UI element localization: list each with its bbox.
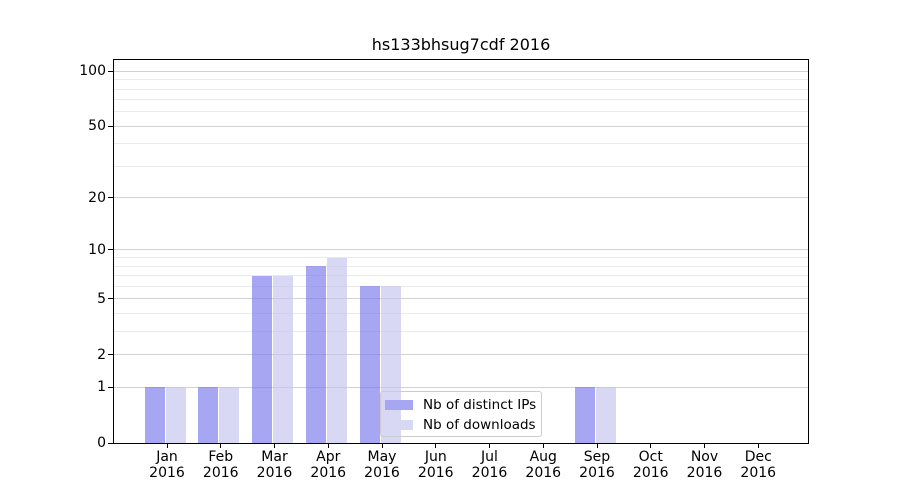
gridline-minor-3 — [114, 330, 808, 332]
legend: Nb of distinct IPs Nb of downloads — [380, 391, 542, 437]
x-tick-label-jan: Jan 2016 — [149, 449, 185, 481]
gridline-major-5 — [114, 298, 808, 300]
x-tick-apr — [327, 444, 329, 448]
bar-distinct-ips-feb — [198, 387, 219, 443]
y-tick-label-2: 2 — [97, 346, 106, 363]
y-tick-label-50: 50 — [88, 118, 106, 135]
gridline-minor-70 — [114, 99, 808, 101]
y-tick-label-0: 0 — [97, 435, 106, 451]
y-tick-2 — [108, 354, 113, 355]
x-tick-feb — [220, 444, 222, 448]
x-tick-may — [381, 444, 383, 448]
gridline-minor-8 — [114, 265, 808, 267]
x-tick-label-nov: Nov 2016 — [686, 449, 723, 481]
y-tick-label-5: 5 — [97, 290, 106, 307]
gridline-minor-6 — [114, 285, 808, 287]
x-tick-label-jun: Jun 2016 — [417, 449, 454, 481]
gridline-major-10 — [114, 249, 808, 251]
gridline-minor-60 — [114, 111, 808, 113]
gridline-minor-9 — [114, 257, 808, 259]
axis-ticks-layer — [108, 60, 808, 448]
legend-item-downloads: Nb of downloads — [385, 415, 536, 435]
bar-downloads-feb — [219, 387, 240, 443]
bar-downloads-apr — [326, 257, 347, 443]
chart-title: hs133bhsug7cdf 2016 — [371, 35, 551, 54]
x-tick-label-aug: Aug 2016 — [525, 449, 562, 481]
x-tick-label-may: May 2016 — [364, 449, 400, 481]
x-tick-oct — [650, 444, 652, 448]
gridlines-layer — [114, 60, 808, 443]
y-tick-5 — [108, 298, 113, 300]
bar-distinct-ips-may — [359, 286, 380, 443]
bar-downloads-jan — [165, 387, 186, 443]
axis-labels-layer: 0 1 2 5 10 20 50 100 Jan 2016 Feb 2016 Mar 2016 Apr… — [79, 60, 808, 481]
x-tick-label-sep: Sep 2016 — [579, 449, 615, 481]
legend-label-distinct-ips: Nb of distinct IPs — [423, 396, 537, 413]
bar-downloads-sep — [595, 387, 616, 443]
x-tick-jan — [166, 444, 168, 448]
legend-item-distinct-ips: Nb of distinct IPs — [385, 395, 536, 415]
bar-distinct-ips-mar — [252, 275, 272, 443]
x-tick-nov — [704, 444, 705, 448]
y-tick-50 — [108, 125, 113, 127]
gridline-minor-7 — [114, 275, 808, 276]
bar-distinct-ips-sep — [574, 387, 595, 443]
x-tick-dec — [757, 444, 759, 448]
legend-label-downloads: Nb of downloads — [423, 416, 536, 433]
gridline-major-1 — [114, 386, 808, 388]
gridline-minor-80 — [114, 88, 808, 90]
gridline-major-100 — [114, 70, 808, 72]
x-tick-aug — [542, 444, 544, 448]
x-tick-label-apr: Apr 2016 — [310, 449, 347, 481]
x-tick-jun — [435, 444, 437, 448]
plot-area: 0 1 2 5 10 20 50 100 Jan 2016 Feb 2016 Mar 2016 Apr… — [79, 59, 809, 481]
x-tick-label-dec: Dec 2016 — [740, 449, 777, 481]
bar-downloads-mar — [273, 275, 293, 443]
y-tick-0 — [108, 442, 113, 444]
x-tick-jul — [489, 444, 490, 448]
x-tick-sep — [596, 444, 598, 448]
y-tick-100 — [108, 70, 113, 72]
gridline-minor-90 — [114, 79, 808, 81]
bars-layer — [114, 60, 808, 443]
y-tick-label-1: 1 — [97, 379, 106, 396]
legend-swatch-distinct-ips-icon — [385, 400, 413, 410]
x-tick-label-feb: Feb 2016 — [202, 449, 239, 481]
x-tick-label-jul: Jul 2016 — [471, 449, 508, 481]
gridline-minor-30 — [114, 165, 808, 167]
y-tick-label-20: 20 — [88, 189, 106, 206]
gridline-minor-4 — [114, 312, 808, 314]
y-tick-10 — [108, 249, 113, 251]
bar-distinct-ips-jan — [144, 387, 165, 443]
y-tick-label-10: 10 — [88, 241, 106, 258]
y-tick-label-100: 100 — [79, 63, 106, 80]
x-tick-label-oct: Oct 2016 — [632, 449, 669, 481]
bar-distinct-ips-apr — [305, 266, 326, 443]
y-tick-20 — [108, 197, 113, 199]
x-tick-mar — [274, 444, 275, 448]
y-tick-1 — [108, 386, 113, 388]
legend-swatch-downloads-icon — [385, 420, 413, 430]
gridline-major-20 — [114, 197, 808, 199]
gridline-minor-40 — [114, 143, 808, 145]
gridline-major-2 — [114, 354, 808, 355]
gridline-major-50 — [114, 125, 808, 127]
x-tick-label-mar: Mar 2016 — [256, 449, 293, 481]
